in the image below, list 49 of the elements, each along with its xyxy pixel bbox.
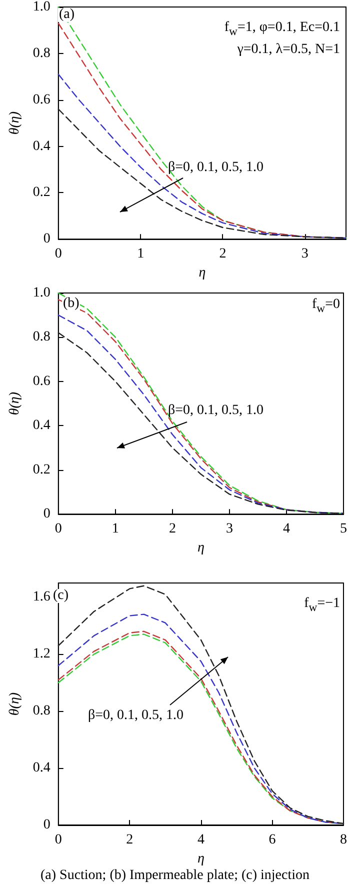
- x-tick-label: 0: [54, 832, 62, 848]
- y-tick-label: 1.0: [32, 286, 50, 300]
- x-axis-title: η: [197, 540, 204, 556]
- y-tick-label: 0.8: [32, 704, 50, 719]
- x-axis-title: η: [197, 851, 204, 866]
- x-tick-label: 6: [268, 832, 276, 848]
- y-tick-label: 0: [43, 818, 50, 832]
- x-tick-label: 1: [112, 522, 119, 537]
- annotation: f$_{w}$=0: [312, 297, 340, 315]
- x-tick-label: 0: [54, 246, 62, 262]
- y-tick-label: 0: [43, 232, 50, 247]
- y-tick-label: 0.2: [32, 462, 50, 478]
- x-axis-title: η: [198, 266, 206, 280]
- annotation: f$_{w}$=1, φ=0.1, Ec=0.1: [224, 20, 340, 38]
- y-tick-label: 0.2: [32, 185, 50, 200]
- y-tick-label: 0.8: [32, 330, 50, 345]
- y-axis-title: θ(η): [8, 111, 22, 135]
- annotation: β=0, 0.1, 0.5, 1.0: [168, 403, 264, 419]
- y-axis-title: θ(η): [8, 392, 22, 416]
- y-tick-label: 1.0: [32, 0, 50, 14]
- x-tick-label: 2: [126, 832, 134, 848]
- annotation: f$_{w}$=−1: [304, 596, 340, 614]
- annotation: (a): [58, 7, 76, 22]
- x-tick-label: 1: [137, 246, 144, 262]
- y-tick-label: 0.4: [32, 418, 50, 434]
- annotation: (b): [62, 296, 80, 311]
- x-tick-label: 3: [301, 246, 308, 262]
- x-tick-label: 3: [226, 522, 233, 537]
- x-tick-label: 2: [219, 246, 226, 262]
- y-tick-label: 0: [43, 506, 50, 522]
- x-tick-label: 8: [340, 832, 347, 848]
- y-tick-label: 0.6: [32, 92, 50, 108]
- x-tick-label: 0: [54, 522, 62, 537]
- x-tick-label: 4: [197, 832, 204, 848]
- y-tick-label: 0.4: [32, 138, 50, 154]
- annotation: γ=0.1, λ=0.5, N=1: [237, 42, 340, 58]
- y-tick-label: 1.2: [32, 646, 50, 662]
- y-tick-label: 1.6: [32, 590, 50, 605]
- x-tick-label: 4: [282, 522, 290, 537]
- annotation: β=0, 0.1, 0.5, 1.0: [88, 708, 184, 724]
- annotation: β=0, 0.1, 0.5, 1.0: [168, 160, 264, 176]
- y-tick-label: 0.6: [32, 374, 50, 389]
- annotation: (c): [52, 588, 70, 603]
- y-axis-title: θ(η): [8, 692, 22, 716]
- y-tick-label: 0.8: [32, 46, 50, 61]
- text: (a) Suction; (b) Impermeable plate; (c) injection: [40, 868, 310, 884]
- x-tick-label: 2: [168, 522, 176, 537]
- y-tick-label: 0.4: [32, 760, 50, 776]
- x-tick-label: 5: [340, 522, 347, 537]
